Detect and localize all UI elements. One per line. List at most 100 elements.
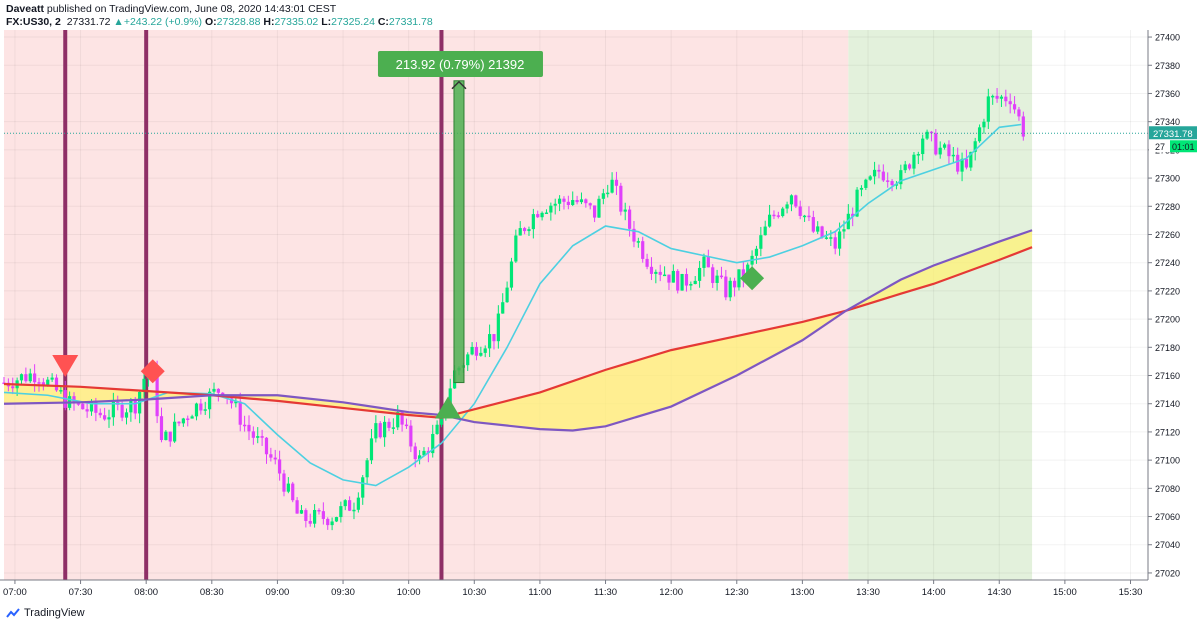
candle-body[interactable]: [313, 509, 317, 524]
candle-body[interactable]: [85, 409, 89, 412]
candle-body[interactable]: [159, 416, 164, 441]
candle-body[interactable]: [269, 454, 273, 458]
candle-body[interactable]: [785, 204, 789, 209]
candle-body[interactable]: [330, 521, 334, 526]
candle-body[interactable]: [829, 237, 833, 239]
candle-body[interactable]: [509, 261, 514, 288]
candle-body[interactable]: [693, 280, 697, 285]
candle-body[interactable]: [164, 431, 168, 441]
candle-body[interactable]: [282, 473, 286, 492]
candle-body[interactable]: [418, 455, 422, 460]
candle-body[interactable]: [256, 436, 260, 438]
candle-body[interactable]: [579, 199, 584, 203]
candle-body[interactable]: [1017, 109, 1021, 117]
candle-body[interactable]: [632, 228, 636, 242]
candle-body[interactable]: [807, 215, 811, 218]
candle-body[interactable]: [400, 412, 404, 425]
candle-body[interactable]: [37, 382, 41, 384]
candle-body[interactable]: [960, 158, 964, 172]
candle-body[interactable]: [238, 401, 242, 425]
candle-body[interactable]: [540, 212, 544, 218]
candle-body[interactable]: [741, 269, 745, 278]
candle-body[interactable]: [536, 214, 540, 218]
candle-body[interactable]: [658, 271, 662, 275]
candle-body[interactable]: [273, 457, 277, 460]
candle-body[interactable]: [728, 280, 732, 298]
candle-body[interactable]: [956, 154, 960, 172]
candle-body[interactable]: [46, 379, 50, 386]
candle-body[interactable]: [601, 193, 605, 199]
candle-body[interactable]: [881, 171, 885, 181]
candle-body[interactable]: [759, 235, 763, 249]
measure-bar[interactable]: [453, 80, 465, 384]
candle-body[interactable]: [697, 267, 702, 281]
candle-body[interactable]: [487, 334, 492, 349]
candle-body[interactable]: [173, 421, 177, 442]
candle-body[interactable]: [216, 388, 220, 393]
candle-body[interactable]: [229, 398, 234, 404]
candle-body[interactable]: [251, 431, 255, 438]
candle-body[interactable]: [999, 96, 1004, 99]
candle-body[interactable]: [413, 446, 417, 460]
candle-body[interactable]: [1004, 96, 1008, 102]
candle-body[interactable]: [571, 200, 575, 205]
candle-body[interactable]: [33, 373, 37, 383]
candle-body[interactable]: [1021, 116, 1025, 137]
candle-body[interactable]: [719, 275, 724, 278]
candle-body[interactable]: [645, 258, 649, 267]
candle-body[interactable]: [326, 518, 330, 526]
candle-body[interactable]: [868, 176, 872, 180]
candle-body[interactable]: [361, 477, 365, 498]
candle-body[interactable]: [754, 248, 759, 256]
candle-body[interactable]: [610, 179, 614, 193]
sell-triangle-marker[interactable]: [52, 355, 79, 378]
candle-body[interactable]: [59, 390, 63, 392]
candle-body[interactable]: [886, 180, 890, 182]
candle-body[interactable]: [737, 269, 741, 288]
candle-body[interactable]: [562, 198, 566, 202]
candle-body[interactable]: [566, 201, 570, 205]
candle-body[interactable]: [496, 313, 500, 342]
candle-body[interactable]: [470, 346, 474, 355]
candle-body[interactable]: [842, 229, 846, 232]
candle-body[interactable]: [505, 287, 509, 303]
candle-body[interactable]: [369, 438, 374, 461]
candle-body[interactable]: [689, 284, 693, 286]
candle-body[interactable]: [557, 198, 562, 204]
candle-body[interactable]: [479, 352, 483, 356]
candle-body[interactable]: [715, 275, 719, 283]
candle-body[interactable]: [676, 270, 680, 291]
candle-body[interactable]: [234, 401, 238, 404]
candle-body[interactable]: [527, 229, 531, 232]
candle-body[interactable]: [11, 386, 15, 389]
candle-body[interactable]: [772, 214, 776, 217]
candle-body[interactable]: [977, 127, 982, 142]
candle-body[interactable]: [422, 450, 426, 456]
candle-body[interactable]: [982, 121, 986, 128]
candle-body[interactable]: [636, 241, 640, 243]
candle-body[interactable]: [286, 483, 290, 492]
candle-body[interactable]: [334, 517, 339, 522]
candle-body[interactable]: [969, 151, 973, 168]
candle-body[interactable]: [706, 256, 710, 268]
ema-purple-line[interactable]: [3, 229, 1033, 432]
candle-body[interactable]: [431, 433, 435, 454]
candle-body[interactable]: [938, 147, 942, 155]
candle-body[interactable]: [50, 377, 54, 380]
candle-body[interactable]: [378, 423, 382, 438]
candle-body[interactable]: [492, 334, 496, 342]
candle-body[interactable]: [619, 185, 623, 212]
candle-body[interactable]: [820, 226, 824, 238]
candle-body[interactable]: [299, 510, 304, 514]
candle-body[interactable]: [846, 213, 850, 230]
candle-body[interactable]: [654, 271, 658, 274]
candle-body[interactable]: [934, 133, 938, 155]
candle-body[interactable]: [129, 400, 133, 413]
candle-body[interactable]: [76, 403, 80, 405]
candle-body[interactable]: [190, 416, 194, 419]
diamond-marker[interactable]: [740, 266, 765, 291]
candle-body[interactable]: [711, 267, 715, 283]
candle-body[interactable]: [2, 382, 6, 385]
candle-body[interactable]: [203, 409, 207, 411]
candle-body[interactable]: [243, 424, 247, 427]
